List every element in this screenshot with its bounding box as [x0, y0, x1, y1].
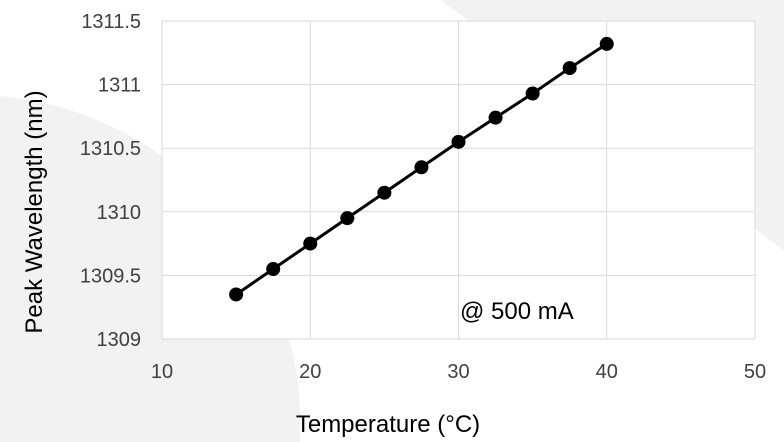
data-point	[451, 134, 466, 149]
annotation-label: @ 500 mA	[460, 298, 574, 325]
y-tick-label: 1310	[97, 202, 142, 224]
x-tick-label: 10	[151, 361, 173, 383]
y-tick-label: 1311	[98, 75, 141, 97]
data-point	[488, 110, 503, 125]
plot-area	[161, 20, 756, 340]
data-point	[377, 185, 392, 200]
axes: 10 20 30 40 50 1309 1309.5 1310 1310.5 1311 1311.5	[80, 11, 766, 383]
data-point	[414, 160, 429, 175]
series-group	[229, 36, 614, 302]
y-tick-label: 1309	[97, 329, 142, 351]
y-tick-label: 1311.5	[81, 11, 141, 33]
data-point	[229, 287, 244, 302]
data-point	[599, 36, 614, 51]
y-tick-label: 1309.5	[80, 265, 141, 287]
background-arc	[0, 96, 301, 442]
data-point	[266, 262, 281, 277]
x-tick-label: 40	[596, 361, 618, 383]
y-axis-title: Peak Wavelength (nm)	[21, 90, 48, 333]
data-point	[340, 211, 355, 226]
x-tick-label: 20	[299, 361, 321, 383]
data-point	[303, 236, 318, 251]
data-point	[525, 86, 540, 101]
x-tick-label: 30	[447, 361, 469, 383]
x-tick-label: 50	[744, 361, 766, 383]
x-axis-title: Temperature (°C)	[296, 411, 480, 438]
y-tick-label: 1310.5	[80, 138, 141, 160]
data-point	[562, 61, 577, 76]
